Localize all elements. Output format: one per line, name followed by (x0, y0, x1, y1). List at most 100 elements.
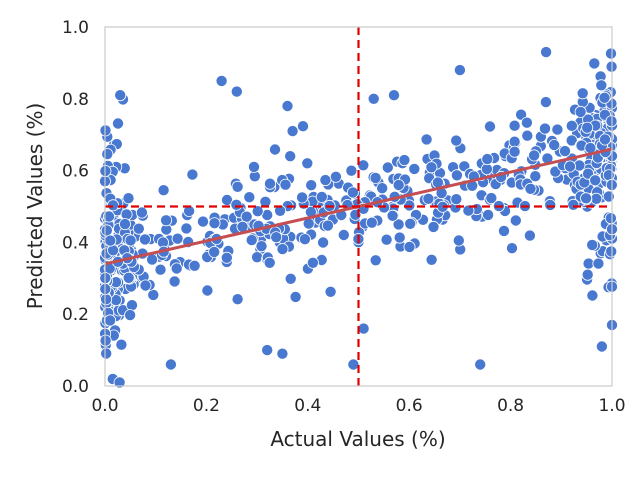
data-point (450, 134, 463, 147)
data-point (337, 228, 350, 241)
x-tick-label: 0.2 (193, 396, 220, 416)
data-point (604, 212, 617, 225)
data-point (408, 162, 421, 175)
data-point (281, 100, 294, 113)
data-point (113, 376, 126, 389)
data-point (529, 170, 542, 183)
data-point (462, 204, 475, 217)
data-point (539, 122, 552, 135)
data-point (263, 256, 276, 269)
data-point (286, 125, 299, 138)
data-point (482, 208, 495, 221)
data-point (581, 268, 594, 281)
data-point (170, 262, 183, 275)
data-point (524, 182, 537, 195)
plot-frame (104, 26, 613, 387)
data-point (135, 206, 148, 219)
data-point (565, 134, 578, 147)
data-point (345, 164, 358, 177)
data-point (329, 170, 342, 183)
data-point (548, 138, 561, 151)
data-point (208, 245, 221, 258)
data-point (289, 290, 302, 303)
data-point (540, 46, 553, 59)
x-axis-label: Actual Values (%) (270, 427, 445, 451)
data-point (147, 288, 160, 301)
data-point (425, 161, 438, 174)
data-point (201, 284, 214, 297)
data-point (581, 121, 594, 134)
x-tick-label: 0.4 (294, 396, 321, 416)
y-tick-label: 0.8 (62, 90, 89, 110)
data-point (306, 256, 319, 269)
data-point (387, 89, 400, 102)
data-point (122, 271, 135, 284)
data-point (317, 236, 330, 249)
data-point (528, 149, 541, 162)
data-point (567, 198, 580, 211)
data-point (590, 192, 603, 205)
data-point (215, 74, 228, 87)
data-point (103, 210, 116, 223)
data-point (196, 215, 209, 228)
data-point (126, 299, 139, 312)
data-point (474, 358, 487, 371)
data-point (369, 254, 382, 267)
data-point (251, 251, 264, 264)
data-point (296, 120, 309, 133)
data-point (188, 259, 201, 272)
data-point (100, 293, 113, 306)
data-point (346, 186, 359, 199)
data-point (508, 119, 521, 132)
data-point (481, 153, 494, 166)
data-point (186, 168, 199, 181)
data-point (164, 358, 177, 371)
data-point (160, 214, 173, 227)
data-point (605, 245, 618, 258)
data-point (284, 150, 297, 163)
data-point (268, 143, 281, 156)
data-point (586, 289, 599, 302)
data-point (392, 218, 405, 231)
data-point (605, 47, 618, 60)
data-point (284, 272, 297, 285)
data-point (251, 205, 264, 218)
data-point (508, 145, 521, 158)
ticks-layer: 0.0 0.2 0.4 0.6 0.8 1.0 0.0 0.2 0.4 0.6 0.8 1.0 (62, 18, 626, 416)
data-point (559, 145, 572, 158)
data-point (115, 338, 128, 351)
data-point (523, 229, 536, 242)
data-point (376, 182, 389, 195)
data-point (274, 204, 287, 217)
data-point (357, 159, 370, 172)
data-point (505, 242, 518, 255)
data-point (276, 347, 289, 360)
data-point (255, 240, 268, 253)
data-point (208, 217, 221, 230)
data-point (101, 148, 114, 161)
data-point (422, 192, 435, 205)
data-point (398, 154, 411, 167)
data-point (296, 191, 309, 204)
data-point (453, 64, 466, 77)
data-point (171, 232, 184, 245)
data-point (180, 222, 193, 235)
lines-layer (104, 27, 613, 386)
y-tick-label: 0.4 (62, 233, 89, 253)
data-point (305, 179, 318, 192)
data-point (586, 238, 599, 251)
data-point (124, 234, 137, 247)
data-point (243, 191, 256, 204)
y-tick-label: 0.6 (62, 162, 89, 182)
data-point (598, 91, 611, 104)
data-point (544, 198, 557, 211)
data-point (220, 251, 233, 264)
data-point (112, 117, 125, 130)
data-point (515, 108, 528, 121)
data-point (509, 214, 522, 227)
data-point (452, 234, 465, 247)
data-point (124, 309, 137, 322)
data-point (321, 219, 334, 232)
y-tick-label: 0.0 (62, 377, 89, 397)
